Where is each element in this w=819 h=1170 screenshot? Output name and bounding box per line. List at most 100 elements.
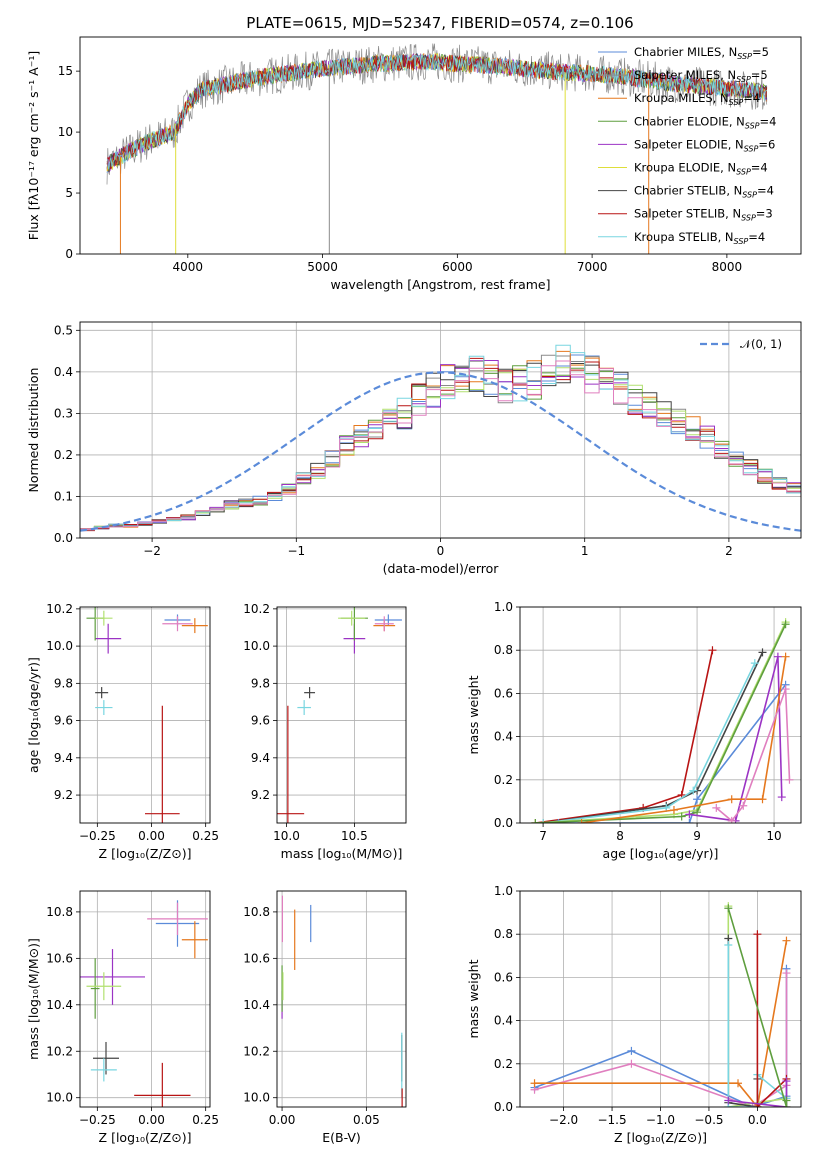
hist-salpeter_stelib [80,357,801,532]
x-tick-label: 0 [437,544,445,558]
panel-mass_vs_Z: −0.25 0.00 0.25 10.0 10.2 10.4 10.6 10.8 Z [log₁… [26,890,219,1145]
y-tick-label: 0.6 [494,686,513,700]
series-line [535,650,714,823]
x-tick-label: 0.00 [269,1113,296,1127]
series-point [782,969,791,978]
series-point [708,646,717,655]
hist-kroupa_miles [80,350,801,530]
legend-label: Chabrier STELIB, NSSP=4 [634,184,774,200]
panel-massweight_vs_Z: −2.0 −1.5 −1.0 −0.5 0.0 0.0 0.2 0.4 0.6 0.8 1.0 Z [… [466,884,802,1145]
series-point [782,936,791,945]
plot-area [86,607,208,823]
series-line [543,662,756,823]
x-tick-label: −1.0 [646,1113,675,1127]
y-tick-label: 0.3 [54,406,73,420]
x-tick-label: 7 [539,829,547,843]
series-point [734,1079,743,1088]
x-tick-label: 0.05 [353,1113,380,1127]
x-tick-label: 5000 [307,260,338,274]
x-tick-label: 10 [766,829,781,843]
series-point [724,1096,733,1105]
y-tick-label: 10.0 [46,639,73,653]
series-point [758,648,767,657]
y-tick-label: 0.0 [494,816,513,830]
series-point [753,930,762,939]
legend-label: Salpeter MILES, NSSP=5 [634,68,768,84]
series-point [685,819,694,823]
y-axis-label: mass weight [466,959,481,1038]
y-tick-label: 10.2 [46,1044,73,1058]
x-tick-label: −2.0 [549,1113,578,1127]
y-tick-label: 0.5 [54,323,73,337]
series-point [669,806,678,815]
x-tick-label: 8 [616,829,624,843]
x-tick-label: −0.5 [694,1113,723,1127]
series-line [756,934,788,1107]
y-tick-label: 9.2 [54,788,73,802]
series-point [677,812,686,821]
legend-label: 𝒩(0, 1) [740,337,782,351]
y-tick-label: 10.4 [243,998,270,1012]
legend-label: Salpeter STELIB, NSSP=3 [634,207,773,223]
y-tick-label: 9.6 [54,714,73,728]
x-axis-label: Z [log₁₀(Z/Z⊙)] [99,1130,192,1145]
x-tick-label: −1 [287,544,305,558]
x-axis-label: mass [log₁₀(M/M⊙)] [281,846,403,861]
axes-frame [276,890,407,1108]
y-tick-label: 5 [65,186,73,200]
legend: 𝒩(0, 1) [700,337,782,351]
axes-frame [79,36,802,255]
y-tick-label: 9.6 [251,714,270,728]
y-tick-label: 9.4 [251,751,270,765]
y-tick-label: 10.0 [243,1091,270,1105]
series-point [727,816,736,823]
y-axis-label: mass weight [466,675,481,754]
y-tick-label: 10 [58,125,73,139]
series-point [727,795,736,804]
series-point [693,795,702,804]
series-point [539,819,548,823]
y-tick-label: 0.2 [54,448,73,462]
hist-chabrier_elodie [80,360,801,531]
hist-pink [80,360,801,531]
legend-label: Kroupa ELODIE, NSSP=4 [634,161,768,177]
y-axis-label: mass [log₁₀(M/M⊙)] [26,938,41,1060]
y-tick-label: 9.2 [251,788,270,802]
y-tick-label: 9.8 [251,676,270,690]
series-point [748,1103,757,1107]
y-tick-label: 9.8 [54,676,73,690]
plot-area [277,607,402,823]
x-tick-label: 2 [725,544,733,558]
plot-area [531,618,794,823]
series-point [739,801,748,810]
axes-frame [79,606,211,824]
plot-area [281,895,403,1107]
series-point [531,819,540,823]
x-axis-label: (data-model)/error [383,561,500,576]
panel-age_vs_mass: 10.0 10.5 9.2 9.4 9.6 9.8 10.0 10.2 mass [log₁₀(… [243,602,407,861]
y-tick-label: 1.0 [494,884,513,898]
legend-label: Salpeter ELODIE, NSSP=6 [634,137,775,153]
legend: Chabrier MILES, NSSP=5 Salpeter MILES, NS… [598,45,776,246]
series-point [781,620,790,629]
series-line [542,652,764,823]
legend-label: Chabrier MILES, NSSP=5 [634,45,769,61]
series-point [785,775,794,784]
y-axis-label: Flux [fλ10⁻¹⁷ erg cm⁻² s⁻¹ A⁻¹] [26,51,41,240]
y-tick-label: 10.0 [46,1091,73,1105]
series-line [689,656,783,822]
series-point [530,1079,539,1088]
series-point [781,652,790,661]
plot-area [106,43,768,254]
axes-frame [519,606,802,824]
legend-label: Chabrier ELODIE, NSSP=4 [634,114,776,130]
series-point [627,1046,636,1055]
series-point [712,803,721,812]
series-point [773,652,782,661]
y-tick-label: 10.2 [243,1044,270,1058]
series-line [534,940,788,1107]
x-axis-label: Z [log₁₀(Z/Z⊙)] [614,1130,707,1145]
hist-kroupa_stelib [80,344,801,531]
legend-label: Kroupa MILES, NSSP=4 [634,91,760,107]
